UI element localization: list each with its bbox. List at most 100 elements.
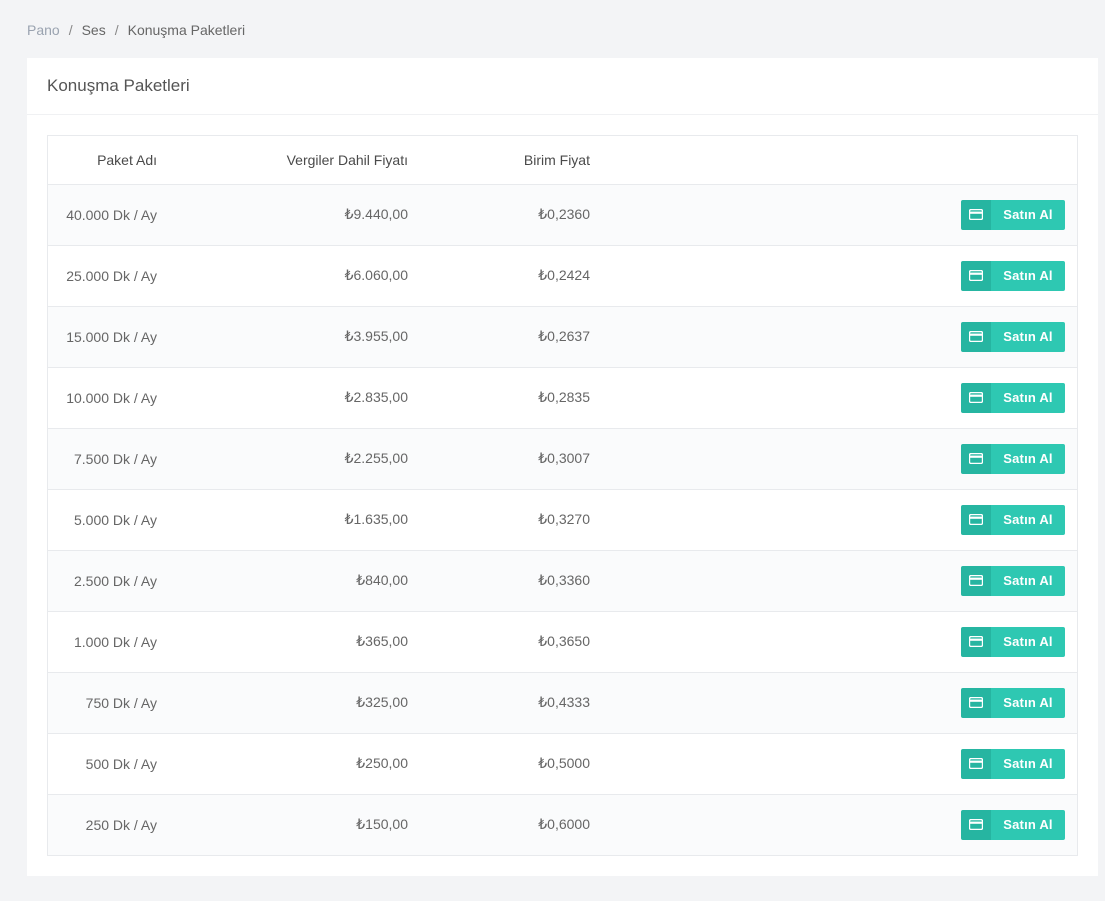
buy-button-label: Satın Al	[991, 504, 1065, 535]
table-row: 750 Dk / Ay ₺325,00 ₺0,4333 Satın Al	[48, 672, 1077, 733]
column-header-action	[591, 136, 1077, 184]
credit-card-icon	[961, 321, 991, 352]
action-cell: Satın Al	[591, 184, 1077, 245]
package-unit-price: ₺0,2835	[538, 389, 590, 405]
credit-card-icon	[961, 260, 991, 291]
package-price: ₺365,00	[356, 633, 408, 649]
buy-button[interactable]: Satın Al	[961, 321, 1065, 352]
package-unit-price: ₺0,3007	[538, 450, 590, 466]
package-name: 10.000 Dk / Ay	[66, 389, 157, 406]
package-unit-price: ₺0,6000	[538, 816, 590, 833]
packages-card: Konuşma Paketleri Paket Adı Vergiler Dah…	[27, 58, 1098, 876]
buy-button[interactable]: Satın Al	[961, 687, 1065, 718]
breadcrumb-item-ses[interactable]: Ses	[81, 22, 106, 38]
breadcrumb-separator: /	[114, 22, 119, 38]
package-unit-price: ₺0,2424	[538, 267, 590, 283]
breadcrumb: Pano / Ses / Konuşma Paketleri	[27, 21, 245, 39]
action-cell: Satın Al	[591, 794, 1077, 855]
buy-button[interactable]: Satın Al	[961, 809, 1065, 840]
table-row: 15.000 Dk / Ay ₺3.955,00 ₺0,2637 Satın A…	[48, 306, 1077, 367]
action-cell: Satın Al	[591, 672, 1077, 733]
table-row: 2.500 Dk / Ay ₺840,00 ₺0,3360 Satın Al	[48, 550, 1077, 611]
package-name: 25.000 Dk / Ay	[66, 267, 157, 284]
package-unit-price: ₺0,2637	[538, 328, 590, 344]
table-row: 40.000 Dk / Ay ₺9.440,00 ₺0,2360 Satın A…	[48, 184, 1077, 245]
packages-table: Paket Adı Vergiler Dahil Fiyatı Birim Fi…	[48, 136, 1077, 855]
table-row: 25.000 Dk / Ay ₺6.060,00 ₺0,2424 Satın A…	[48, 245, 1077, 306]
credit-card-icon	[961, 626, 991, 657]
package-unit-price: ₺0,4333	[538, 694, 590, 710]
package-price: ₺250,00	[356, 755, 408, 771]
buy-button-label: Satın Al	[991, 687, 1065, 718]
package-price: ₺3.955,00	[344, 328, 408, 344]
buy-button-label: Satın Al	[991, 199, 1065, 230]
action-cell: Satın Al	[591, 611, 1077, 672]
breadcrumb-item-pano[interactable]: Pano	[27, 22, 60, 38]
breadcrumb-item-current: Konuşma Paketleri	[127, 22, 246, 38]
table-header-row: Paket Adı Vergiler Dahil Fiyatı Birim Fi…	[48, 136, 1077, 184]
card-header: Konuşma Paketleri	[27, 58, 1098, 115]
table-row: 10.000 Dk / Ay ₺2.835,00 ₺0,2835 Satın A…	[48, 367, 1077, 428]
package-unit-price: ₺0,3650	[538, 633, 590, 649]
buy-button[interactable]: Satın Al	[961, 748, 1065, 779]
action-cell: Satın Al	[591, 550, 1077, 611]
action-cell: Satın Al	[591, 245, 1077, 306]
buy-button-label: Satın Al	[991, 809, 1065, 840]
credit-card-icon	[961, 443, 991, 474]
package-name: 15.000 Dk / Ay	[66, 328, 157, 345]
buy-button[interactable]: Satın Al	[961, 260, 1065, 291]
package-name: 2.500 Dk / Ay	[73, 572, 157, 589]
credit-card-icon	[961, 199, 991, 230]
credit-card-icon	[961, 565, 991, 596]
column-header-price: Vergiler Dahil Fiyatı	[286, 151, 408, 168]
table-row: 250 Dk / Ay ₺150,00 ₺0,6000 Satın Al	[48, 794, 1077, 855]
credit-card-icon	[961, 382, 991, 413]
package-price: ₺840,00	[356, 572, 408, 588]
credit-card-icon	[961, 809, 991, 840]
package-name: 5.000 Dk / Ay	[73, 511, 157, 528]
package-price: ₺150,00	[356, 816, 408, 833]
buy-button-label: Satın Al	[991, 321, 1065, 352]
buy-button[interactable]: Satın Al	[961, 382, 1065, 413]
table-row: 5.000 Dk / Ay ₺1.635,00 ₺0,3270 Satın Al	[48, 489, 1077, 550]
buy-button-label: Satın Al	[991, 443, 1065, 474]
buy-button[interactable]: Satın Al	[961, 565, 1065, 596]
table-body: 40.000 Dk / Ay ₺9.440,00 ₺0,2360 Satın A…	[48, 184, 1077, 855]
package-price: ₺325,00	[356, 694, 408, 710]
buy-button[interactable]: Satın Al	[961, 626, 1065, 657]
package-unit-price: ₺0,3360	[538, 572, 590, 588]
package-name: 750 Dk / Ay	[85, 694, 157, 711]
package-unit-price: ₺0,5000	[538, 755, 590, 771]
action-cell: Satın Al	[591, 306, 1077, 367]
package-price: ₺1.635,00	[344, 511, 408, 527]
action-cell: Satın Al	[591, 428, 1077, 489]
package-name: 500 Dk / Ay	[85, 755, 157, 772]
package-price: ₺6.060,00	[344, 267, 408, 283]
packages-table-wrapper: Paket Adı Vergiler Dahil Fiyatı Birim Fi…	[47, 135, 1078, 856]
buy-button-label: Satın Al	[991, 748, 1065, 779]
action-cell: Satın Al	[591, 489, 1077, 550]
buy-button[interactable]: Satın Al	[961, 199, 1065, 230]
page-title: Konuşma Paketleri	[47, 76, 190, 95]
buy-button[interactable]: Satın Al	[961, 504, 1065, 535]
buy-button[interactable]: Satın Al	[961, 443, 1065, 474]
buy-button-label: Satın Al	[991, 382, 1065, 413]
package-name: 7.500 Dk / Ay	[73, 450, 157, 467]
package-unit-price: ₺0,3270	[538, 511, 590, 527]
action-cell: Satın Al	[591, 367, 1077, 428]
column-header-unit-price: Birim Fiyat	[523, 151, 590, 168]
credit-card-icon	[961, 687, 991, 718]
package-price: ₺2.255,00	[344, 450, 408, 466]
breadcrumb-separator: /	[68, 22, 73, 38]
package-price: ₺2.835,00	[344, 389, 408, 405]
action-cell: Satın Al	[591, 733, 1077, 794]
package-unit-price: ₺0,2360	[538, 206, 590, 222]
package-price: ₺9.440,00	[344, 206, 408, 222]
table-row: 7.500 Dk / Ay ₺2.255,00 ₺0,3007 Satın Al	[48, 428, 1077, 489]
table-row: 1.000 Dk / Ay ₺365,00 ₺0,3650 Satın Al	[48, 611, 1077, 672]
package-name: 250 Dk / Ay	[85, 816, 157, 833]
credit-card-icon	[961, 504, 991, 535]
table-row: 500 Dk / Ay ₺250,00 ₺0,5000 Satın Al	[48, 733, 1077, 794]
package-name: 40.000 Dk / Ay	[66, 206, 157, 223]
buy-button-label: Satın Al	[991, 565, 1065, 596]
